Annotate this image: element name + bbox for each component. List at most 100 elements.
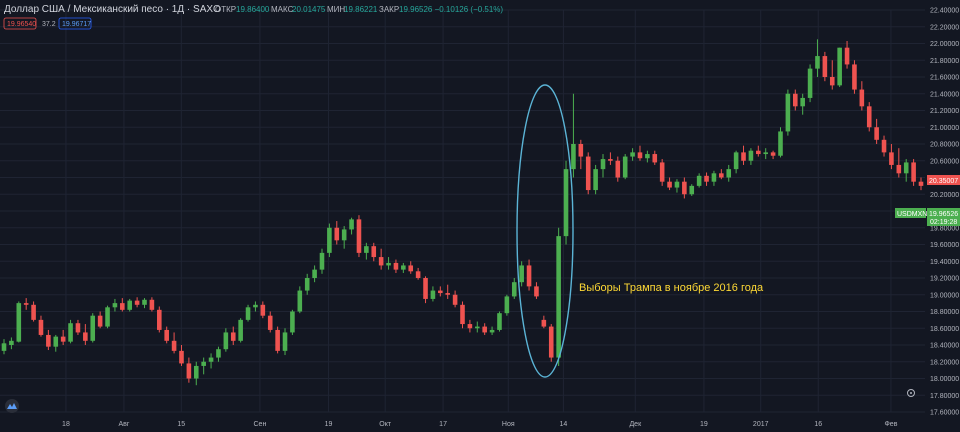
candle-body (511, 282, 517, 297)
y-tick-label: 18.60000 (930, 326, 959, 333)
candle-body (667, 181, 672, 188)
candle-body (748, 150, 754, 161)
candle-body (756, 150, 761, 155)
candle-body (866, 106, 872, 128)
candle-body (378, 257, 384, 266)
y-tick-label: 21.80000 (930, 58, 959, 65)
y-tick-label: 20.20000 (930, 192, 959, 199)
candle-body (719, 173, 724, 178)
green-price-badge-bg (927, 208, 960, 226)
bid-box[interactable] (3, 17, 37, 30)
green-price-badge-text: 19.96526 (929, 211, 958, 218)
ohlc-readout: ОТКР 19.86400 МАКС 20.01475 МИН 19.86221… (215, 5, 503, 14)
y-tick-label: 19.80000 (930, 225, 959, 232)
candle-body (889, 152, 894, 165)
y-tick-label: 21.00000 (930, 125, 959, 132)
candle-body (304, 278, 310, 291)
y-tick-label: 22.00000 (930, 41, 959, 48)
candle-body (837, 47, 842, 86)
candle-body (393, 262, 399, 270)
candle-body (815, 56, 820, 69)
y-tick-label: 19.00000 (930, 292, 959, 299)
candle-body (593, 169, 598, 191)
candle-body (245, 307, 251, 320)
candle-body (415, 271, 421, 278)
candle-body (600, 159, 606, 170)
spread-value: 37.2 (42, 21, 56, 28)
candle-body (401, 265, 406, 270)
red-price-badge-bg (927, 175, 960, 185)
x-axis: 18 Авг 15 Сен 19 Окт 17 Ноя 14 Дек 19 2017 16 Фев (62, 421, 898, 428)
candle-body (223, 332, 229, 350)
candle-body (149, 299, 155, 310)
annotation-text: Выборы Трампа в ноябре 2016 года (579, 282, 764, 294)
y-tick-label: 20.60000 (930, 158, 959, 165)
candles (1, 39, 924, 386)
candle-body (807, 68, 813, 98)
candle-body (53, 336, 59, 347)
candle-body (142, 299, 147, 305)
candle-body (645, 154, 650, 159)
x-tick-label: 14 (560, 421, 568, 428)
candle-body (696, 175, 702, 186)
candle-body (238, 319, 243, 341)
candle-body (438, 290, 443, 294)
candle-body (201, 361, 206, 366)
candle-body (526, 265, 532, 287)
ohlc-high-value: 20.01475 (292, 5, 326, 14)
candle-body (519, 265, 524, 283)
x-tick-label: 19 (700, 421, 708, 428)
tradingview-logo-icon[interactable] (5, 399, 19, 413)
ask-price: 19.96717 (62, 21, 91, 28)
candle-body (563, 169, 569, 237)
candle-body (164, 329, 169, 341)
candle-body (253, 304, 258, 308)
candle-body (1, 343, 7, 351)
candle-body (83, 332, 88, 341)
candle-body (778, 131, 783, 156)
y-tick-label: 17.60000 (930, 410, 959, 417)
bid-price: 19.96540 (7, 21, 36, 28)
y-tick-label: 21.20000 (930, 108, 959, 115)
candle-body (60, 336, 66, 342)
x-tick-label: 2017 (753, 421, 769, 428)
candle-body (918, 181, 924, 186)
candle-body (9, 340, 14, 345)
x-tick-label: Фев (884, 421, 897, 428)
y-tick-label: 18.00000 (930, 376, 959, 383)
candle-body (193, 365, 199, 379)
candle-body (120, 303, 125, 310)
red-price-badge-text: 20.35007 (929, 178, 958, 185)
candle-body (31, 304, 36, 320)
candle-body (630, 152, 635, 157)
candle-body (896, 164, 902, 174)
candle-body (704, 175, 709, 182)
candle-body (829, 77, 835, 86)
candle-body (208, 357, 214, 362)
y-tick-label: 19.20000 (930, 276, 959, 283)
y-tick-label: 18.40000 (930, 343, 959, 350)
y-tick-label: 20.80000 (930, 142, 959, 149)
y-tick-label: 18.20000 (930, 359, 959, 366)
candle-body (334, 227, 340, 241)
candle-body (733, 152, 739, 170)
candle-body (46, 334, 51, 347)
x-tick-label: Авг (118, 421, 129, 428)
candle-body (763, 152, 768, 155)
candle-body (445, 293, 451, 295)
x-tick-label: 17 (439, 421, 447, 428)
candle-body (534, 286, 539, 297)
candle-body (482, 326, 487, 333)
y-tick-label: 18.80000 (930, 309, 959, 316)
settings-gear-icon[interactable] (907, 389, 915, 397)
candle-body (68, 323, 73, 342)
candle-body (792, 93, 798, 107)
candle-body (349, 219, 354, 230)
candle-body (474, 326, 480, 329)
y-tick-label: 21.60000 (930, 75, 959, 82)
candle-body (127, 300, 133, 310)
candle-body (186, 363, 192, 379)
ask-box[interactable] (58, 17, 92, 30)
